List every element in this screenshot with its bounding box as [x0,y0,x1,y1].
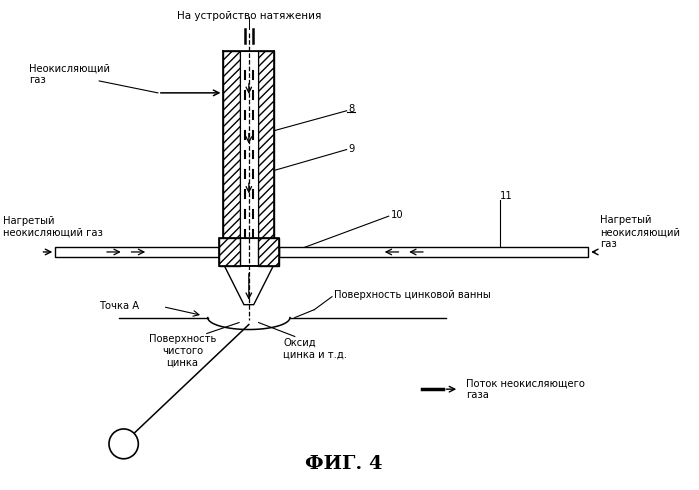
Text: Нагретый
неокисляющий
газ: Нагретый неокисляющий газ [600,216,680,248]
Text: 8: 8 [349,104,355,114]
Text: 10: 10 [391,210,403,220]
Bar [219,238,279,266]
Text: Оксид
цинка и т.д.: Оксид цинка и т.д. [283,338,347,359]
Text: Поток неокисляющего
газа: Поток неокисляющего газа [466,378,585,400]
Text: Поверхность цинковой ванны: Поверхность цинковой ванны [334,290,491,300]
Text: На устройство натяжения: На устройство натяжения [177,11,321,22]
Text: Нагретый
неокисляющий газ: Нагретый неокисляющий газ [3,216,103,238]
Text: 9: 9 [349,144,355,153]
Text: Неокисляющий
газ: Неокисляющий газ [29,63,110,85]
Bar [258,51,274,238]
Bar [258,238,279,266]
Text: Поверхность
чистого
цинка: Поверхность чистого цинка [149,335,216,368]
Polygon shape [224,266,273,305]
Bar [240,51,258,238]
Text: Точка А: Точка А [99,301,139,311]
Text: 11: 11 [500,191,513,201]
Bar [224,51,240,238]
Bar [219,238,240,266]
Bar [279,247,589,257]
Circle shape [109,429,138,459]
Bar [55,247,219,257]
Text: ФИГ. 4: ФИГ. 4 [305,455,382,473]
